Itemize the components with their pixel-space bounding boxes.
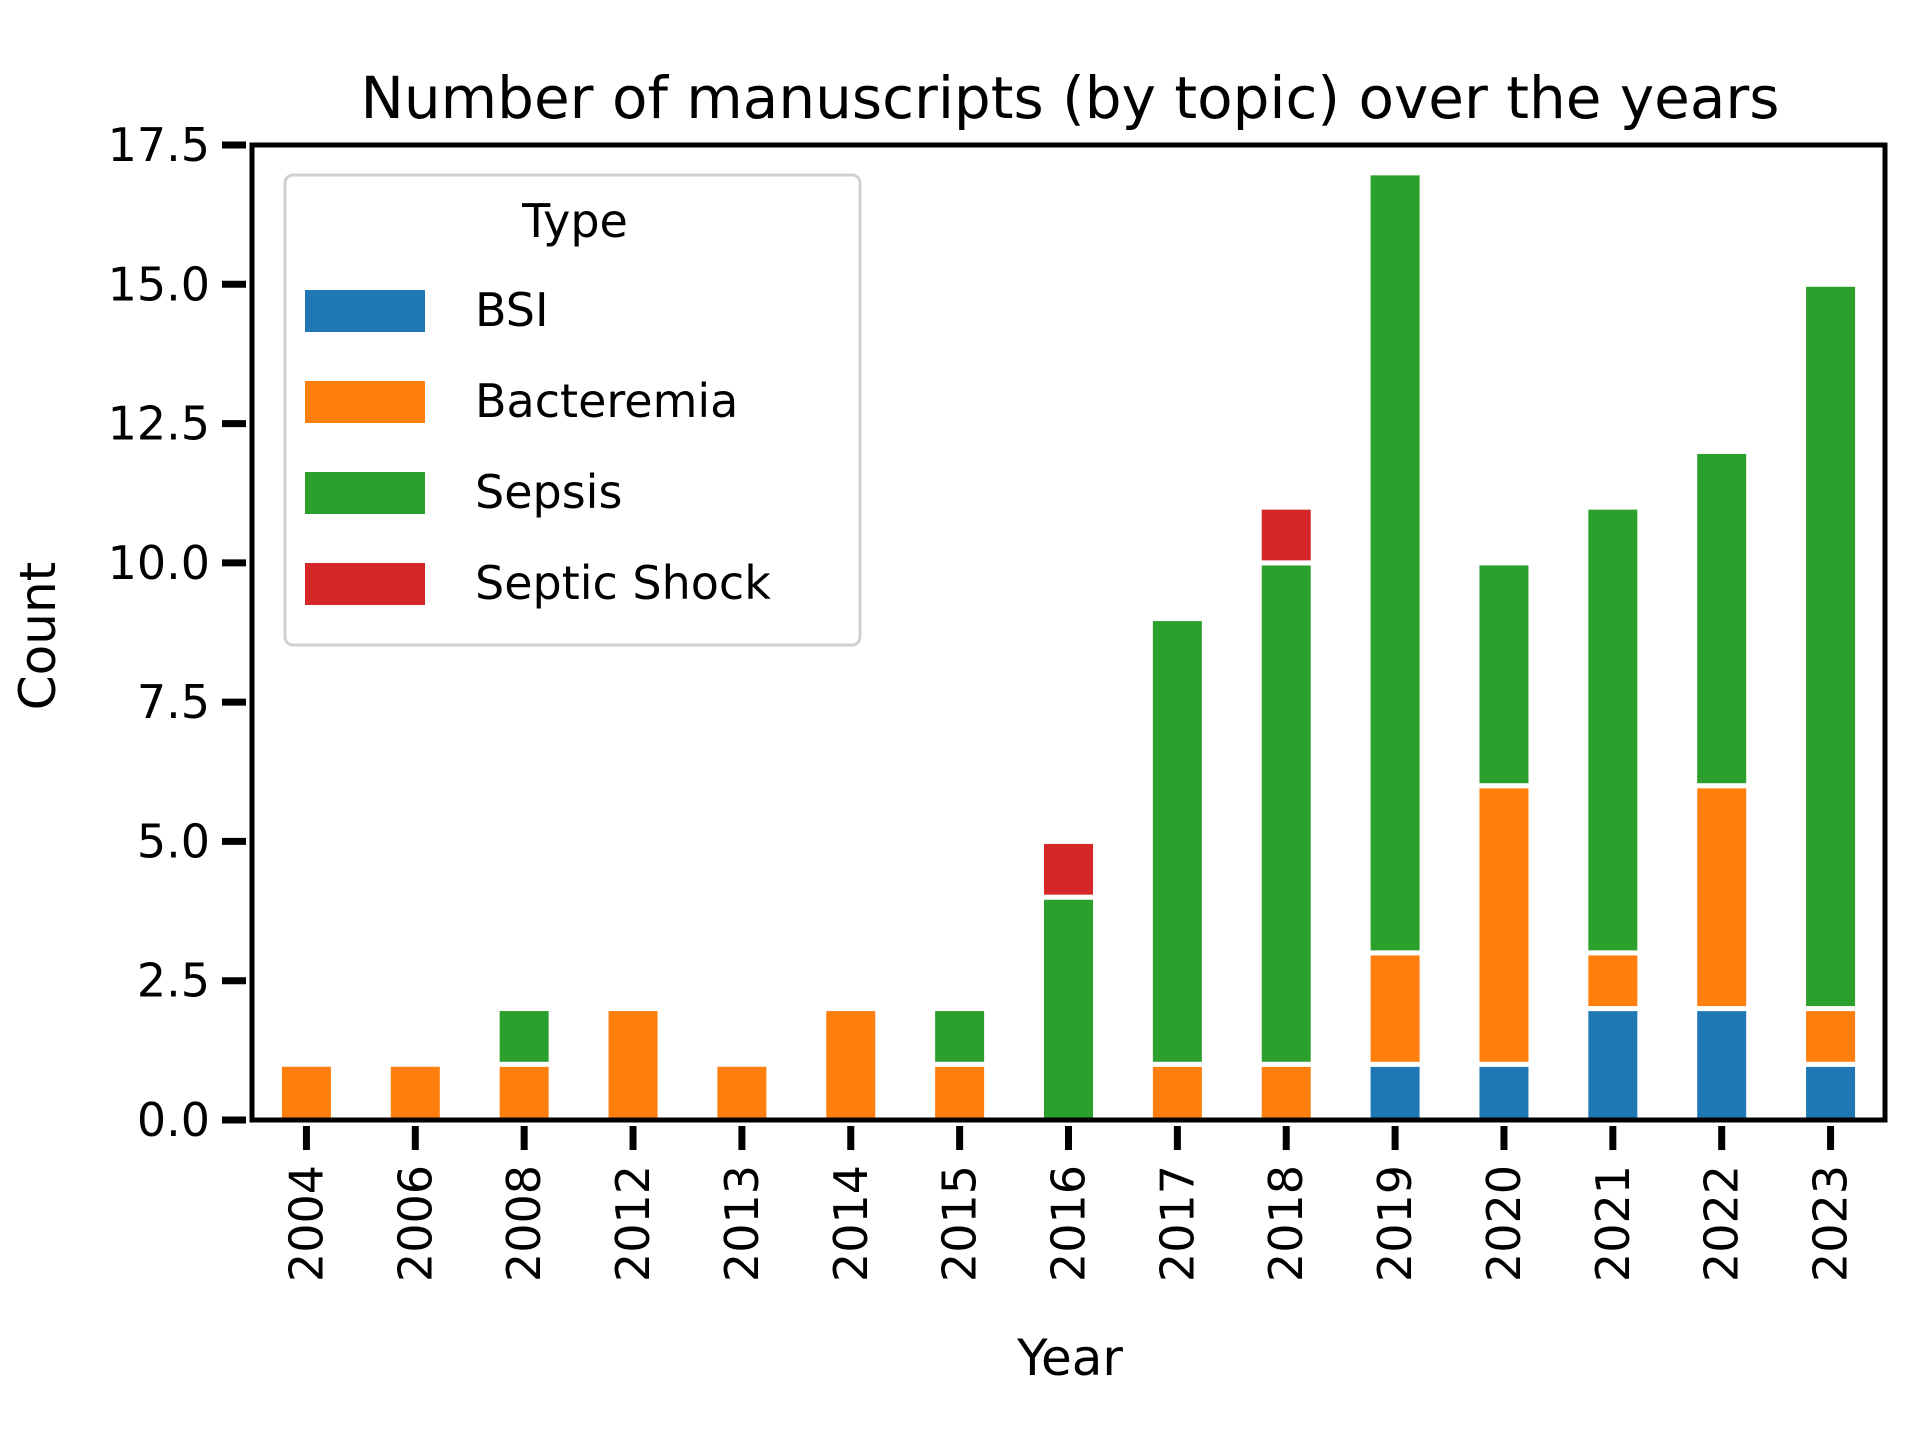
x-axis-label: Year bbox=[1016, 1329, 1123, 1387]
y-tick-label: 2.5 bbox=[137, 954, 210, 1008]
bar-bacteremia-2019 bbox=[1365, 950, 1425, 1067]
legend-title: Type bbox=[521, 194, 628, 248]
y-tick-label: 5.0 bbox=[137, 814, 210, 868]
bar-bacteremia-2021 bbox=[1583, 950, 1643, 1012]
legend-label-bacteremia: Bacteremia bbox=[475, 374, 738, 428]
legend-swatch-sepsis bbox=[305, 472, 425, 514]
x-tick-label: 2006 bbox=[388, 1165, 442, 1282]
bar-sepsis-2023 bbox=[1801, 281, 1861, 1012]
x-tick-label: 2013 bbox=[715, 1165, 769, 1282]
chart-title: Number of manuscripts (by topic) over th… bbox=[361, 64, 1780, 132]
y-tick-label: 0.0 bbox=[137, 1093, 210, 1147]
bar-sepsis-2022 bbox=[1692, 448, 1752, 789]
legend: Type BSI Bacteremia Sepsis Septic Shock bbox=[283, 173, 862, 647]
bar-bacteremia-2015 bbox=[930, 1061, 990, 1123]
y-axis-label: Count bbox=[9, 562, 67, 711]
x-tick-label: 2008 bbox=[497, 1165, 551, 1282]
bar-bsi-2020 bbox=[1474, 1061, 1534, 1123]
bar-bsi-2022 bbox=[1692, 1006, 1752, 1123]
x-tick-label: 2004 bbox=[279, 1165, 333, 1282]
bar-sepsis-2015 bbox=[930, 1006, 990, 1067]
legend-swatch-bsi bbox=[305, 290, 425, 332]
legend-box bbox=[283, 173, 862, 647]
x-tick-label: 2012 bbox=[606, 1165, 660, 1282]
bar-sepsis-2021 bbox=[1583, 504, 1643, 956]
y-tick-label: 17.5 bbox=[108, 118, 210, 172]
y-tick-label: 15.0 bbox=[108, 257, 210, 311]
legend-label-bsi: BSI bbox=[475, 283, 549, 337]
legend-label-septic-shock: Septic Shock bbox=[475, 556, 771, 610]
bar-bacteremia-2017 bbox=[1147, 1061, 1207, 1123]
legend-label-sepsis: Sepsis bbox=[475, 465, 622, 519]
bar-sepsis-2020 bbox=[1474, 560, 1534, 789]
plot-area: 0.0 2.5 5.0 7.5 10.0 12.5 15.0 17.5 2004 2006 2008… bbox=[108, 118, 1888, 1282]
bar-bsi-2023 bbox=[1801, 1061, 1861, 1123]
x-tick-label: 2018 bbox=[1259, 1165, 1313, 1282]
bar-septic-shock-2018 bbox=[1256, 504, 1316, 566]
x-tick-label: 2023 bbox=[1804, 1165, 1858, 1282]
y-tick-label: 10.0 bbox=[108, 536, 210, 590]
bar-bacteremia-2018 bbox=[1256, 1061, 1316, 1123]
bar-bacteremia-2023 bbox=[1801, 1006, 1861, 1067]
y-tick-label: 7.5 bbox=[137, 675, 210, 729]
bar-bacteremia-2004 bbox=[276, 1061, 336, 1123]
y-tick-label: 12.5 bbox=[108, 397, 210, 451]
bar-bacteremia-2014 bbox=[821, 1006, 881, 1123]
bar-sepsis-2008 bbox=[494, 1006, 554, 1067]
x-tick-label: 2022 bbox=[1695, 1165, 1749, 1282]
bar-bacteremia-2008 bbox=[494, 1061, 554, 1123]
bar-bacteremia-2022 bbox=[1692, 783, 1752, 1012]
bar-bacteremia-2006 bbox=[385, 1061, 445, 1123]
x-tick-label: 2019 bbox=[1368, 1165, 1422, 1282]
x-tick-label: 2015 bbox=[933, 1165, 987, 1282]
bar-bsi-2021 bbox=[1583, 1006, 1643, 1123]
bar-bsi-2019 bbox=[1365, 1061, 1425, 1123]
legend-swatch-septic-shock bbox=[305, 563, 425, 605]
bar-sepsis-2017 bbox=[1147, 616, 1207, 1067]
bar-bacteremia-2012 bbox=[603, 1006, 663, 1123]
plot-frame bbox=[249, 142, 1888, 1123]
x-tick-label: 2017 bbox=[1150, 1165, 1204, 1282]
bar-sepsis-2019 bbox=[1365, 170, 1425, 956]
legend-swatch-bacteremia bbox=[305, 381, 425, 423]
bar-bacteremia-2020 bbox=[1474, 783, 1534, 1067]
bar-bacteremia-2013 bbox=[712, 1061, 772, 1123]
x-tick-label: 2014 bbox=[824, 1165, 878, 1282]
x-tick-label: 2020 bbox=[1477, 1165, 1531, 1282]
bar-septic-shock-2016 bbox=[1039, 838, 1098, 900]
bar-sepsis-2018 bbox=[1256, 560, 1316, 1067]
x-tick-label: 2016 bbox=[1042, 1165, 1096, 1282]
bar-sepsis-2016 bbox=[1039, 894, 1098, 1123]
x-tick-label: 2021 bbox=[1586, 1165, 1640, 1282]
